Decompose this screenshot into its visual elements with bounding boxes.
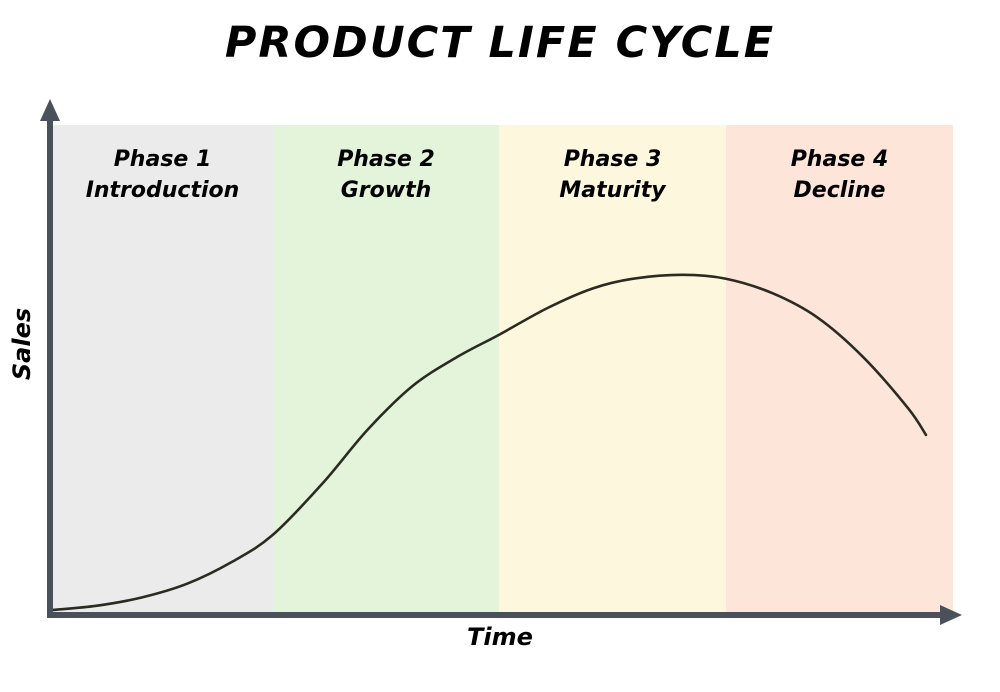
page-title: PRODUCT LIFE CYCLE <box>224 18 776 68</box>
plot-area: Phase 1 Introduction Phase 2 Growth Phas… <box>52 125 953 613</box>
phase-label-maturity: Phase 3 Maturity <box>499 145 726 207</box>
y-axis-label: Sales <box>8 307 36 381</box>
phase-label-decline: Phase 4 Decline <box>726 145 953 207</box>
phase-band-maturity: Phase 3 Maturity <box>499 125 726 613</box>
phase-label-maturity-stage: Maturity <box>559 177 666 203</box>
phase-label-introduction-stage: Introduction <box>85 177 240 203</box>
phase-label-decline-name: Phase 4 <box>790 147 889 172</box>
phase-label-introduction: Phase 1 Introduction <box>52 145 273 207</box>
phase-band-decline: Phase 4 Decline <box>726 125 953 613</box>
phase-label-growth-stage: Growth <box>340 177 432 203</box>
x-axis-label: Time <box>467 623 533 651</box>
phase-label-introduction-name: Phase 1 <box>113 147 212 172</box>
phase-band-introduction: Phase 1 Introduction <box>52 125 273 613</box>
phase-label-decline-stage: Decline <box>793 177 886 203</box>
phase-label-maturity-name: Phase 3 <box>563 147 662 172</box>
phase-band-growth: Phase 2 Growth <box>273 125 499 613</box>
sales-curve <box>50 273 928 612</box>
y-axis-arrow-icon <box>40 99 60 121</box>
phase-label-growth-name: Phase 2 <box>337 147 435 172</box>
phase-label-growth: Phase 2 Growth <box>273 145 499 207</box>
x-axis-arrow-icon <box>940 605 962 625</box>
